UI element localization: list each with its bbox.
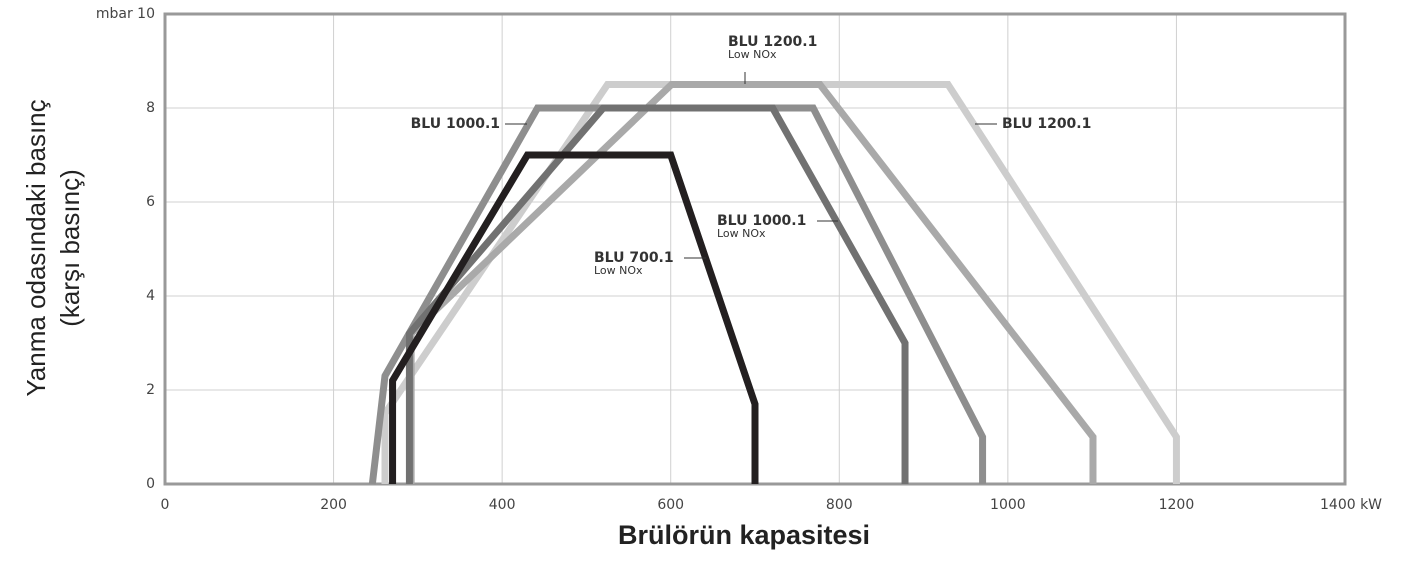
series-label: BLU 1000.1: [717, 213, 806, 229]
x-tick-label: 800: [826, 497, 853, 513]
x-tick-label: 400: [489, 497, 516, 513]
series-label: BLU 700.1: [594, 250, 674, 266]
y-tick-label: mbar 10: [96, 6, 155, 22]
series-label: BLU 1200.1: [1002, 116, 1091, 132]
series-sublabel: Low NOx: [717, 227, 766, 240]
series-line: [381, 81, 1180, 484]
x-tick-label: 600: [657, 497, 684, 513]
series-sublabel: Low NOx: [728, 48, 777, 61]
y-tick-label: 2: [146, 382, 155, 398]
x-tick-label: 1000: [990, 497, 1026, 513]
y-tick-label: 6: [146, 194, 155, 210]
y-tick-label: 8: [146, 100, 155, 116]
x-axis-label: Brülörün kapasitesi: [618, 520, 870, 550]
x-tick-label: 200: [320, 497, 347, 513]
x-tick-label: 1400 kW: [1320, 497, 1382, 513]
y-tick-label: 0: [146, 476, 155, 492]
series-line: [389, 151, 759, 484]
y-axis-label: (karşı basınç): [55, 169, 85, 327]
x-tick-label: 1200: [1159, 497, 1195, 513]
series-label: BLU 1200.1: [728, 34, 817, 50]
series-sublabel: Low NOx: [594, 264, 643, 277]
y-tick-label: 4: [146, 288, 155, 304]
y-axis-label: Yanma odasındaki basınç: [21, 99, 51, 396]
x-tick-label: 0: [161, 497, 170, 513]
series-label: BLU 1000.1: [411, 116, 500, 132]
